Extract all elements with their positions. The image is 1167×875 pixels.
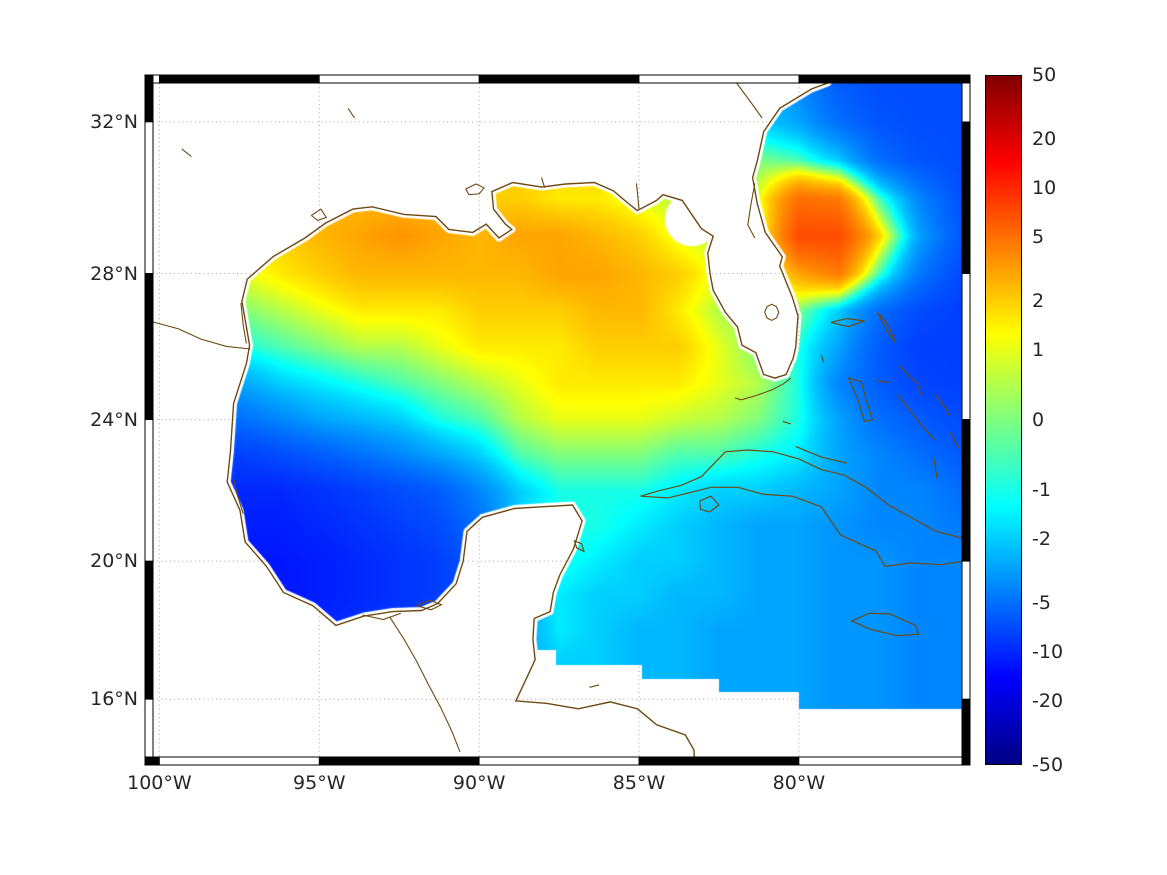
y-tick-label: 20°N (90, 550, 138, 573)
frame-seg-top (638, 756, 800, 766)
frame-seg-left (144, 698, 154, 758)
frame-seg-right (961, 560, 971, 700)
colorbar-tick-label: -5 (1032, 592, 1051, 615)
island-ragged-island (933, 458, 938, 479)
feature-texas-lake-2 (181, 148, 192, 158)
island-cay-sal (782, 420, 792, 425)
feature-savannah-river (736, 83, 763, 119)
frame-outer-line (144, 74, 971, 766)
frame-zebra (144, 74, 971, 766)
feature-laguna-madre (240, 303, 247, 344)
coastlines-group (153, 83, 962, 757)
island-cat-island (934, 393, 950, 416)
colorbar-tick-label: -50 (1032, 754, 1064, 776)
colorbar-tick-label: 0 (1032, 409, 1045, 431)
frame-seg-left (144, 273, 154, 420)
frame-seg-bottom (152, 74, 160, 84)
frame-seg-top (798, 756, 963, 766)
colorbar (985, 75, 1022, 765)
colorbar-tick-label: -10 (1032, 640, 1064, 663)
feature-texas-lake-1 (347, 107, 355, 119)
feature-laguna-tamiahua (233, 478, 244, 514)
y-tick-label: 24°N (90, 408, 138, 431)
colorbar-tick-label: 10 (1032, 177, 1057, 200)
frame-seg-bottom (318, 74, 480, 84)
frame-seg-left (144, 419, 154, 562)
x-tick-label: 100°W (127, 772, 192, 794)
x-tick-label: 90°W (452, 772, 506, 794)
feature-laguna-terminos (416, 599, 443, 611)
frame-seg-bottom (478, 74, 640, 84)
feature-usumacinta-river (389, 616, 461, 753)
frame-seg-right (961, 698, 971, 758)
frame-corner (961, 756, 971, 766)
frame-seg-top (478, 756, 640, 766)
island-cuba (640, 449, 962, 568)
frame-seg-bottom (798, 74, 963, 84)
colorbar-tick-label: -1 (1032, 479, 1051, 502)
colorbar-tick-label: -20 (1032, 689, 1064, 712)
feature-galveston-bay (310, 208, 328, 222)
frame-seg-right (961, 273, 971, 420)
colorbar-tick-label: 5 (1032, 225, 1045, 248)
island-isla-juventud (699, 495, 720, 513)
frame-seg-bottom (638, 74, 800, 84)
frame-seg-right (961, 121, 971, 274)
island-camaguey-cays (795, 445, 848, 464)
island-andros (847, 377, 874, 423)
colorbar-tick-label: 2 (1032, 290, 1045, 313)
island-eleuthera (899, 365, 923, 398)
x-tick-label: 95°W (293, 772, 346, 794)
frame-seg-left (144, 121, 154, 274)
x-tick-label: 80°W (772, 772, 826, 794)
island-abaco (876, 311, 896, 343)
island-jamaica (850, 612, 920, 637)
island-bay-islands (589, 684, 600, 688)
feature-lake-okeechobee (764, 303, 780, 322)
frame-seg-top (158, 756, 320, 766)
island-long-island-bahamas (948, 430, 960, 449)
island-grand-bahama (830, 317, 865, 328)
feature-apalachicola-river (635, 183, 640, 210)
y-tick-label: 28°N (90, 262, 138, 285)
frame-corner (961, 74, 971, 84)
frame-seg-top (318, 756, 480, 766)
island-cozumel (573, 539, 586, 553)
frame-seg-right (961, 82, 971, 123)
frame-seg-bottom (158, 74, 320, 84)
y-tick-label: 16°N (90, 688, 138, 711)
heatmap-canvas (153, 83, 962, 757)
feature-lake-pontchartrain (465, 183, 485, 196)
frame-inner-line (152, 82, 963, 758)
island-exuma-chain (897, 394, 936, 441)
island-bimini (820, 354, 825, 363)
colorbar-tick-label: 20 (1032, 128, 1057, 151)
frame-seg-left (144, 560, 154, 700)
feature-rio-grande (153, 321, 251, 350)
frame-seg-right (961, 419, 971, 562)
frame-corner (144, 74, 154, 84)
island-new-providence (877, 380, 889, 384)
colorbar-tick-label: -2 (1032, 527, 1051, 550)
mainland-coastline (226, 83, 829, 757)
colorbar-tick-label: 1 (1032, 338, 1045, 361)
feature-florida-keys (734, 377, 792, 401)
x-tick-label: 85°W (612, 772, 666, 794)
colorbar-tick-label: 50 (1032, 64, 1057, 86)
frame-corner (144, 756, 154, 766)
feature-mobile-bay (540, 177, 546, 188)
feature-tabasco-lagoons (362, 612, 401, 621)
feature-st-johns-river (747, 183, 756, 239)
frame-seg-top (152, 756, 160, 766)
frame-seg-left (144, 82, 154, 123)
y-tick-label: 32°N (90, 110, 138, 133)
